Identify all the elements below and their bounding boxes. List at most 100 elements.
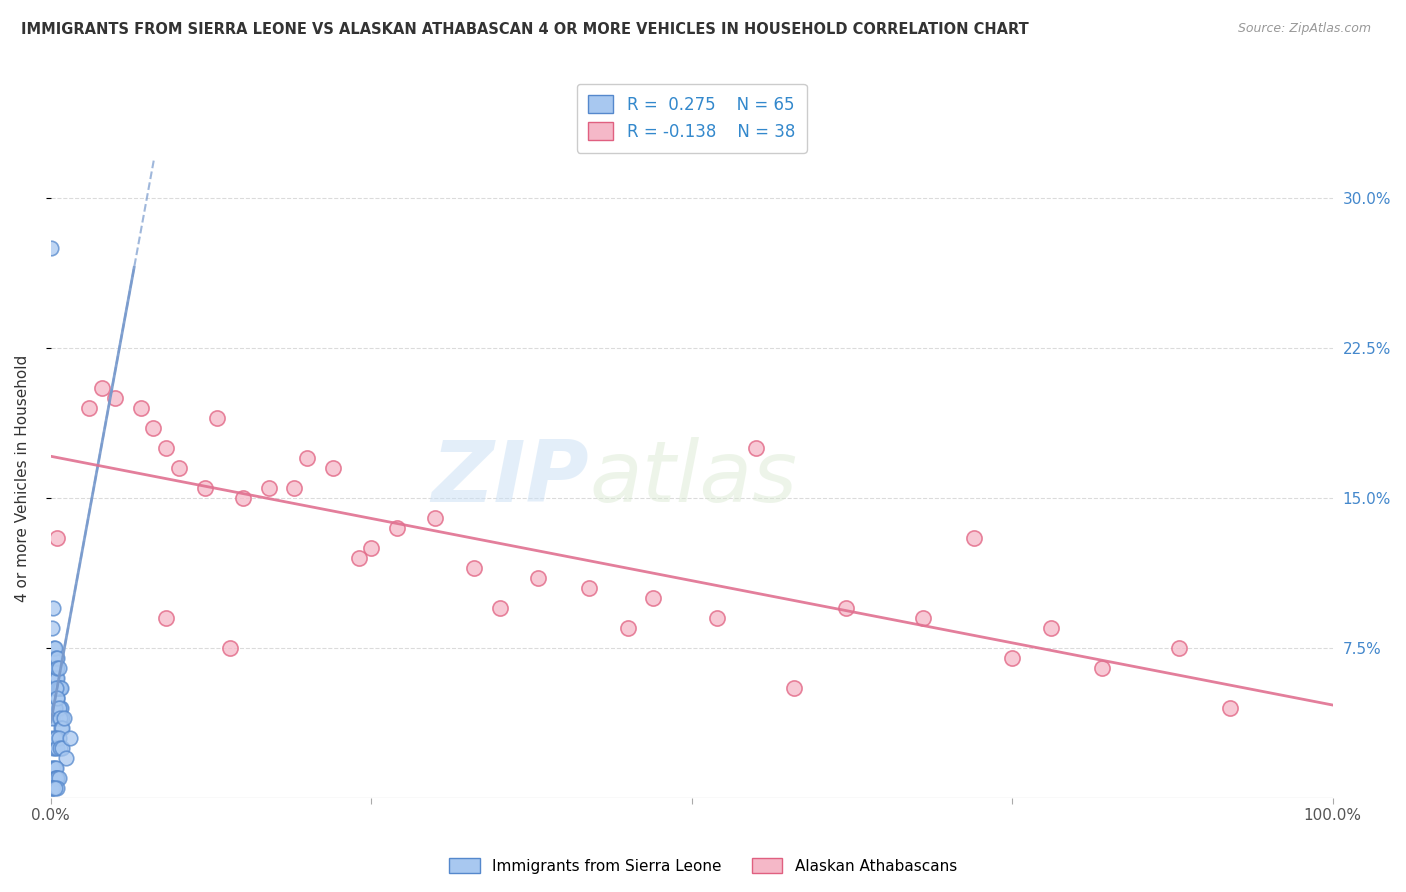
Point — [257, 481, 280, 495]
Point — [46, 691, 69, 706]
Point — [48, 771, 70, 785]
Point — [44, 711, 66, 725]
Point — [48, 711, 70, 725]
Point — [45, 681, 67, 695]
Point — [49, 741, 72, 756]
Point — [48, 681, 70, 695]
Point — [49, 701, 72, 715]
Point — [91, 381, 114, 395]
Point — [41, 780, 63, 795]
Point — [232, 491, 254, 506]
Point — [1039, 621, 1062, 635]
Point — [44, 661, 66, 675]
Point — [283, 481, 305, 495]
Point — [1219, 701, 1241, 715]
Point — [45, 671, 67, 685]
Point — [44, 641, 66, 656]
Point — [48, 661, 70, 675]
Legend: R =  0.275    N = 65, R = -0.138    N = 38: R = 0.275 N = 65, R = -0.138 N = 38 — [576, 84, 807, 153]
Point — [834, 601, 856, 615]
Text: ZIP: ZIP — [432, 437, 589, 520]
Text: atlas: atlas — [589, 437, 797, 520]
Point — [142, 421, 165, 435]
Point — [44, 661, 66, 675]
Point — [42, 601, 65, 615]
Point — [48, 731, 70, 745]
Point — [45, 651, 67, 665]
Point — [167, 461, 190, 475]
Point — [129, 401, 152, 416]
Point — [51, 711, 73, 725]
Point — [616, 621, 638, 635]
Point — [44, 681, 66, 695]
Point — [46, 691, 69, 706]
Point — [643, 591, 665, 606]
Point — [41, 681, 63, 695]
Point — [49, 681, 72, 695]
Point — [155, 442, 177, 456]
Point — [42, 661, 65, 675]
Point — [46, 681, 69, 695]
Point — [297, 451, 319, 466]
Point — [44, 701, 66, 715]
Point — [42, 741, 65, 756]
Point — [207, 411, 229, 425]
Point — [49, 701, 72, 715]
Point — [527, 571, 550, 585]
Text: IMMIGRANTS FROM SIERRA LEONE VS ALASKAN ATHABASCAN 4 OR MORE VEHICLES IN HOUSEHO: IMMIGRANTS FROM SIERRA LEONE VS ALASKAN … — [21, 22, 1029, 37]
Point — [49, 711, 72, 725]
Point — [41, 621, 63, 635]
Point — [51, 741, 73, 756]
Point — [45, 761, 67, 775]
Point — [347, 551, 370, 566]
Point — [911, 611, 934, 625]
Point — [46, 771, 69, 785]
Point — [41, 241, 63, 255]
Point — [219, 641, 242, 656]
Point — [194, 481, 217, 495]
Point — [49, 711, 72, 725]
Point — [425, 511, 447, 525]
Point — [41, 731, 63, 745]
Point — [42, 651, 65, 665]
Text: Source: ZipAtlas.com: Source: ZipAtlas.com — [1237, 22, 1371, 36]
Point — [41, 780, 63, 795]
Point — [46, 780, 69, 795]
Point — [42, 701, 65, 715]
Point — [44, 741, 66, 756]
Point — [783, 681, 806, 695]
Point — [41, 711, 63, 725]
Point — [155, 611, 177, 625]
Point — [706, 611, 728, 625]
Point — [488, 601, 510, 615]
Point — [46, 741, 69, 756]
Point — [46, 531, 69, 545]
Point — [46, 671, 69, 685]
Point — [42, 761, 65, 775]
Point — [1001, 651, 1024, 665]
Point — [44, 761, 66, 775]
Point — [360, 541, 382, 556]
Point — [45, 681, 67, 695]
Point — [44, 731, 66, 745]
Point — [41, 761, 63, 775]
Point — [1168, 641, 1191, 656]
Point — [45, 651, 67, 665]
Point — [963, 531, 986, 545]
Point — [745, 442, 768, 456]
Point — [49, 681, 72, 695]
Legend: Immigrants from Sierra Leone, Alaskan Athabascans: Immigrants from Sierra Leone, Alaskan At… — [443, 852, 963, 880]
Point — [1091, 661, 1114, 675]
Point — [79, 401, 101, 416]
Point — [44, 771, 66, 785]
Point — [46, 771, 69, 785]
Point — [44, 780, 66, 795]
Y-axis label: 4 or more Vehicles in Household: 4 or more Vehicles in Household — [15, 355, 30, 602]
Point — [578, 581, 600, 595]
Point — [48, 701, 70, 715]
Point — [42, 780, 65, 795]
Point — [42, 641, 65, 656]
Point — [49, 721, 72, 735]
Point — [463, 561, 485, 575]
Point — [59, 731, 82, 745]
